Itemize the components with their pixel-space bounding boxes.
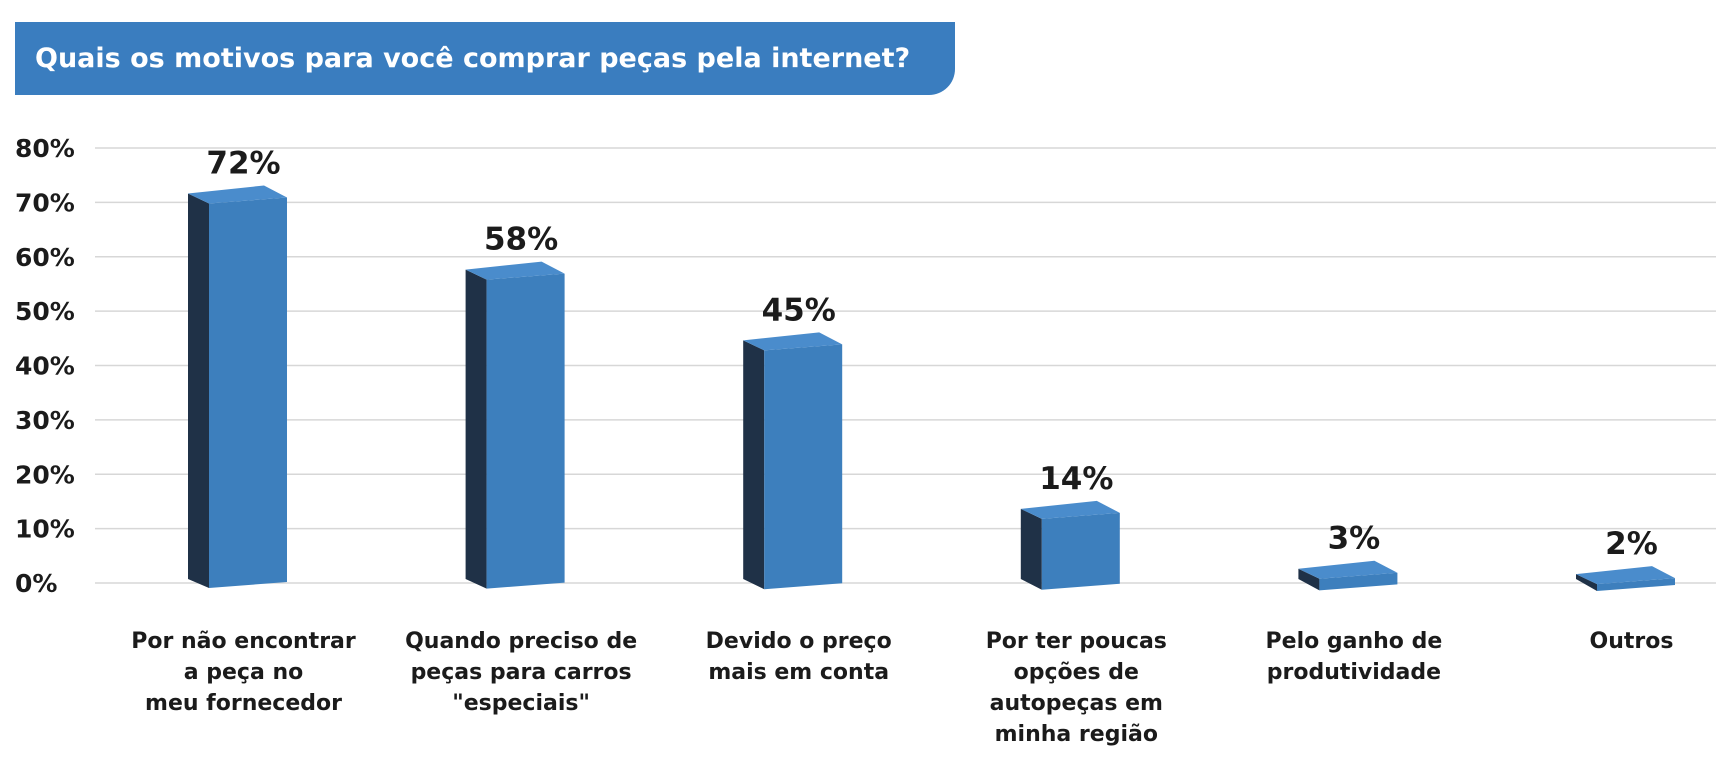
data-label: 14% (1039, 461, 1113, 497)
data-label: 3% (1328, 521, 1381, 557)
bar (1298, 560, 1398, 591)
bar-top-face (1576, 566, 1675, 585)
bar-top-face (1020, 500, 1120, 519)
y-tick-label: 60% (15, 243, 75, 272)
bars (188, 185, 1675, 591)
title-banner: Quais os motivos para você comprar peças… (15, 22, 955, 95)
bar-side-face (465, 269, 487, 589)
bar-side-face (188, 193, 209, 588)
data-label: 58% (484, 222, 558, 258)
value-labels: 72% 58% 45% 14% 3% 2% (206, 146, 1657, 563)
category-label: Devido o preço mais em conta (706, 629, 892, 685)
data-label: 72% (206, 146, 280, 182)
y-axis-ticks: 0% 10% 20% 30% 40% 50% 60% 70% 80% (15, 134, 75, 598)
category-label: Pelo ganho de produtividade (1266, 629, 1443, 685)
y-tick-label: 10% (15, 515, 75, 544)
grid-lines (95, 147, 1716, 584)
bar-front-face (486, 273, 565, 589)
bar-side-face (1298, 568, 1320, 591)
bar-top-face (1298, 560, 1398, 579)
category-label: Outros (1590, 629, 1674, 654)
bar (465, 261, 565, 589)
category-labels: Por não encontrar a peça no meu fornecedor… (131, 629, 1673, 747)
bar-side-face (1020, 508, 1042, 590)
chart-title: Quais os motivos para você comprar peças… (35, 43, 911, 74)
bar-front-face (764, 344, 843, 590)
bar (743, 332, 843, 590)
bar-top-face (465, 261, 565, 280)
y-tick-label: 0% (15, 569, 57, 598)
bar-side-face (1576, 574, 1597, 591)
bar (188, 185, 287, 588)
bar-top-face (743, 332, 843, 351)
y-tick-label: 70% (15, 188, 75, 217)
bar-front-face (209, 197, 287, 588)
y-tick-label: 30% (15, 406, 75, 435)
data-label: 45% (762, 292, 836, 328)
data-label: 2% (1605, 526, 1658, 562)
y-tick-label: 20% (15, 460, 75, 489)
bar-front-face (1597, 578, 1675, 591)
category-label: Por ter poucas opções de autopeças em minha… (986, 629, 1167, 747)
bar (1020, 500, 1120, 590)
y-tick-label: 40% (15, 352, 75, 381)
bar-front-face (1041, 512, 1120, 590)
bar (1576, 566, 1675, 591)
category-label: Por não encontrar a peça no meu fornecedor (131, 629, 356, 716)
bar-side-face (743, 340, 765, 590)
bar-top-face (188, 185, 287, 204)
y-tick-label: 50% (15, 297, 75, 326)
bar-front-face (1319, 572, 1398, 591)
category-label: Quando preciso de peças para carros "espec… (405, 629, 637, 716)
y-tick-label: 80% (15, 134, 75, 163)
